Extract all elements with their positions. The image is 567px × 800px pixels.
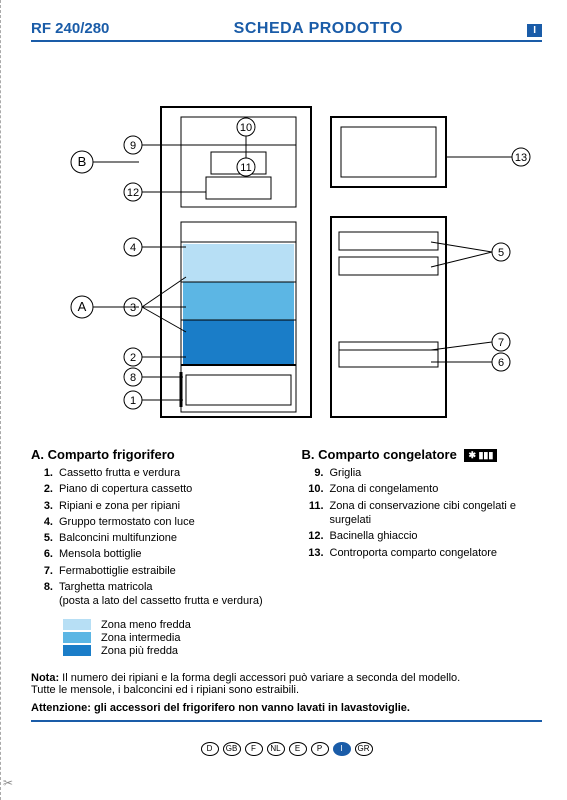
lang-badge-p: P — [311, 742, 329, 756]
section-a: A. Comparto frigorifero 1.Cassetto frutt… — [31, 447, 272, 658]
legend-row: Zona meno fredda — [31, 619, 272, 631]
list-item: 2.Piano di copertura cassetto — [31, 482, 272, 496]
svg-text:6: 6 — [498, 357, 504, 369]
lang-badge-i: I — [333, 742, 351, 756]
model-number: RF 240/280 — [31, 20, 109, 37]
list-item: 9.Griglia — [302, 466, 543, 480]
freezer-star-badge: ✱ ▮▮▮ — [464, 449, 497, 462]
lang-badge-d: D — [201, 742, 219, 756]
list-item: 4.Gruppo termostato con luce — [31, 515, 272, 529]
svg-text:8: 8 — [130, 372, 136, 384]
svg-text:13: 13 — [515, 152, 527, 164]
list-item: 10.Zona di congelamento — [302, 482, 543, 496]
legend-row: Zona intermedia — [31, 632, 272, 644]
lang-badge-gb: GB — [223, 742, 241, 756]
list-item: 7.Fermabottiglie estraibile — [31, 564, 272, 578]
language-footer: D GB F NL EPI GR — [31, 742, 542, 756]
list-item: 8.Targhetta matricola (posta a lato del … — [31, 580, 272, 609]
section-b-letter: B. — [302, 447, 315, 462]
list-item: 5.Balconcini multifunzione — [31, 531, 272, 545]
svg-text:B: B — [78, 154, 87, 169]
product-diagram: 12345678910111213AB — [31, 57, 542, 427]
list-item: 12.Bacinella ghiaccio — [302, 529, 543, 543]
header: RF 240/280 SCHEDA PRODOTTO I — [31, 20, 542, 42]
temperature-legend: Zona meno freddaZona intermediaZona più … — [31, 619, 272, 657]
list-item: 3.Ripiani e zona per ripiani — [31, 499, 272, 513]
svg-text:1: 1 — [130, 395, 136, 407]
language-badge: I — [527, 24, 542, 37]
section-a-letter: A. — [31, 447, 44, 462]
section-a-title: Comparto frigorifero — [48, 447, 175, 462]
section-b-title: Comparto congelatore — [318, 447, 457, 462]
svg-text:5: 5 — [498, 247, 504, 259]
svg-text:12: 12 — [127, 187, 139, 199]
legend-row: Zona più fredda — [31, 645, 272, 657]
svg-text:11: 11 — [240, 162, 251, 174]
lang-badge-nl: NL — [267, 742, 285, 756]
lang-badge-gr: GR — [355, 742, 373, 756]
list-item: 11.Zona di conservazione cibi congelati … — [302, 499, 543, 528]
list-item: 13.Controporta comparto congelatore — [302, 546, 543, 560]
list-item: 1.Cassetto frutta e verdura — [31, 466, 272, 480]
svg-text:4: 4 — [130, 242, 136, 254]
section-b: B. Comparto congelatore ✱ ▮▮▮ 9.Griglia 1… — [302, 447, 543, 658]
lang-badge-f: F — [245, 742, 263, 756]
lang-badge-e: E — [289, 742, 307, 756]
cut-mark-icon: ✂ — [3, 776, 13, 790]
warning-text: Attenzione: gli accessori del frigorifer… — [31, 702, 542, 722]
svg-text:7: 7 — [498, 337, 504, 349]
svg-text:10: 10 — [240, 122, 252, 134]
svg-text:3: 3 — [130, 302, 136, 314]
page-title: SCHEDA PRODOTTO — [234, 20, 403, 38]
note-text: Nota: Il numero dei ripiani e la forma d… — [31, 672, 542, 696]
svg-text:A: A — [78, 299, 87, 314]
list-item: 6.Mensola bottiglie — [31, 547, 272, 561]
svg-text:2: 2 — [130, 352, 136, 364]
svg-text:9: 9 — [130, 140, 136, 152]
